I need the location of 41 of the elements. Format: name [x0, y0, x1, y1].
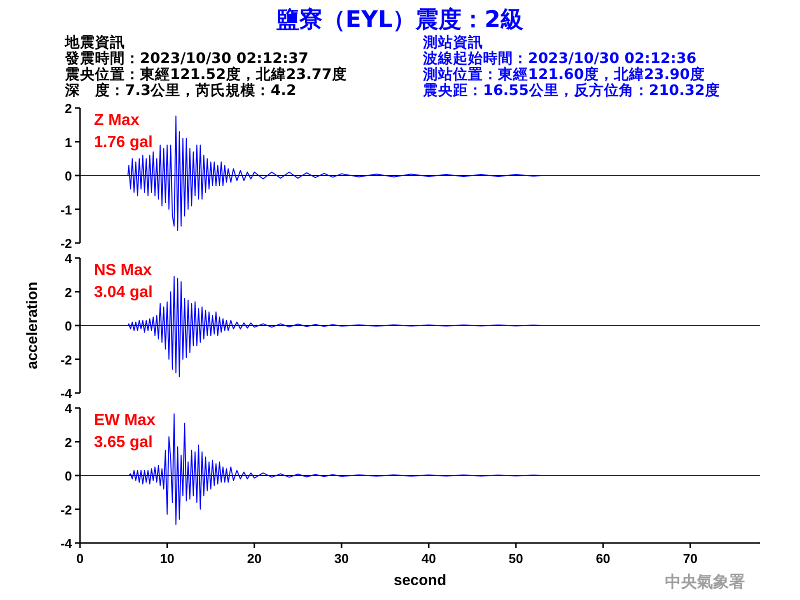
y-tick-label: -4: [60, 536, 73, 551]
annotation: Z Max: [94, 112, 140, 129]
text: 深 度：7.3公里，芮氏規模：4.2: [64, 81, 296, 99]
y-tick-label: -4: [60, 386, 73, 401]
y-tick-label: 0: [64, 468, 72, 484]
y-tick-label: 0: [64, 318, 72, 334]
text: 測站資訊: [422, 34, 483, 51]
text: 中央氣象署: [665, 572, 745, 591]
y-tick-label: -1: [60, 202, 72, 218]
y-tick-label: 4: [64, 401, 73, 416]
y-tick-label: 0: [64, 168, 72, 184]
text: 發震時間：2023/10/30 02:12:37: [64, 50, 308, 67]
x-tick-label: 10: [160, 551, 174, 566]
x-tick-label: 60: [596, 551, 610, 566]
y-tick-label: 2: [64, 284, 72, 300]
annotation: 3.65 gal: [94, 434, 153, 451]
x-tick-label: 30: [334, 551, 349, 566]
x-axis-title: second: [394, 572, 446, 589]
text: 震央距：16.55公里，反方位角：210.32度: [422, 81, 720, 99]
annotation: 3.04 gal: [94, 284, 153, 301]
x-tick-label: 0: [76, 551, 84, 566]
annotation: EW Max: [94, 412, 156, 429]
y-tick-label: 4: [64, 251, 73, 266]
x-tick-label: 20: [247, 551, 262, 566]
y-tick-label: 1: [64, 134, 72, 150]
y-tick-label: 2: [64, 434, 72, 450]
y-tick-label: -2: [60, 236, 72, 251]
annotation: 1.76 gal: [94, 134, 153, 151]
text: 震央位置：東經121.52度，北緯23.77度: [64, 65, 347, 83]
text: 測站位置：東經121.60度，北緯23.90度: [422, 65, 705, 83]
y-tick-label: -2: [60, 352, 72, 368]
y-tick-label: 2: [64, 101, 72, 116]
y-axis-title: acceleration: [24, 282, 41, 370]
x-tick-label: 50: [508, 551, 524, 566]
text: 地震資訊: [64, 34, 125, 51]
annotation: NS Max: [94, 262, 152, 279]
x-tick-label: 70: [683, 551, 698, 566]
y-tick-label: -2: [60, 502, 72, 518]
chart-title: 鹽寮（EYL）震度：2級: [275, 6, 524, 33]
text: 波線起始時間：2023/10/30 02:12:36: [422, 50, 696, 67]
x-tick-label: 40: [421, 551, 436, 566]
